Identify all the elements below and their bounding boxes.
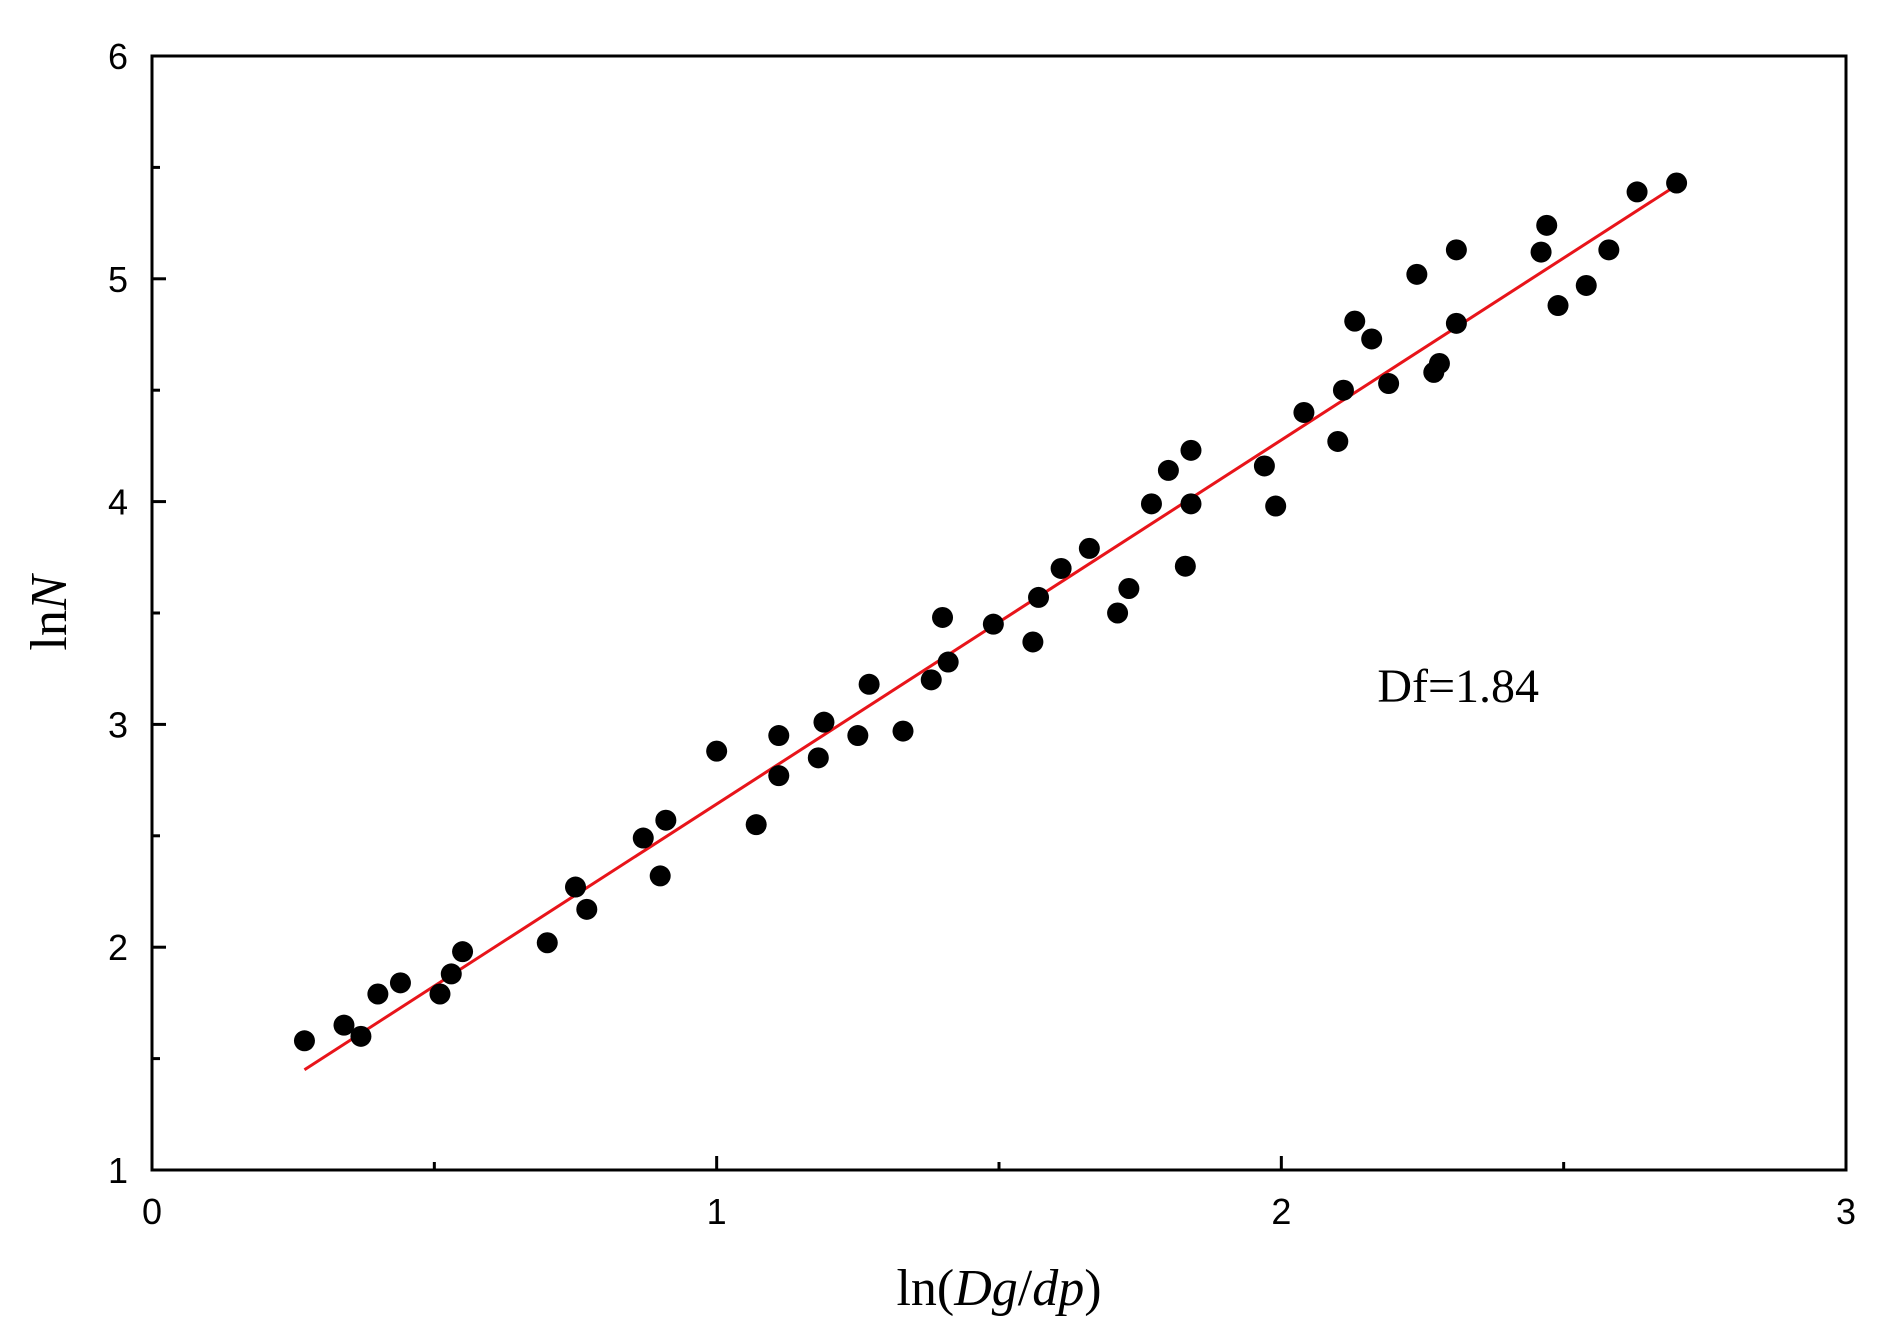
data-point: [1253, 455, 1275, 477]
x-axis-title: ln(Dg/dp): [896, 1260, 1101, 1317]
x-tick-label: 2: [1271, 1191, 1291, 1232]
y-tick-label: 3: [108, 704, 128, 745]
data-point: [1107, 602, 1129, 624]
data-points: [293, 172, 1688, 1052]
data-point: [768, 765, 790, 787]
data-point: [452, 941, 474, 963]
y-tick-label: 1: [108, 1150, 128, 1191]
data-point: [429, 983, 451, 1005]
data-point: [565, 876, 586, 898]
data-point: [333, 1014, 355, 1036]
data-point: [813, 711, 835, 733]
data-point: [706, 740, 728, 762]
y-tick-label: 5: [108, 259, 128, 300]
data-point: [1344, 310, 1366, 332]
data-point: [1293, 401, 1315, 423]
data-point: [655, 809, 677, 831]
data-point: [1332, 379, 1354, 401]
data-point: [1050, 557, 1072, 579]
y-tick-label: 6: [108, 36, 128, 77]
data-point: [1028, 586, 1050, 608]
data-point: [1445, 239, 1467, 261]
data-point: [1265, 495, 1287, 517]
x-axis-title-dg: Dg: [953, 1260, 1018, 1317]
data-point: [937, 651, 959, 673]
data-point: [768, 725, 790, 747]
x-tick-label: 0: [142, 1191, 162, 1232]
data-point: [1140, 493, 1162, 515]
data-point: [1378, 373, 1400, 395]
data-point: [807, 747, 829, 769]
data-point: [1406, 263, 1428, 285]
y-axis-title-n: N: [21, 572, 78, 611]
data-point: [440, 963, 462, 985]
data-point: [1626, 181, 1648, 203]
data-point: [1180, 439, 1202, 461]
x-axis-title-suffix: ): [1084, 1260, 1101, 1317]
data-point: [632, 827, 654, 849]
data-point: [1536, 214, 1558, 236]
data-point: [1180, 493, 1202, 515]
x-axis-title-prefix: ln(: [896, 1260, 954, 1317]
data-point: [932, 606, 954, 628]
annotation-df: Df=1.84: [1377, 660, 1539, 713]
data-point: [350, 1025, 372, 1047]
data-point: [920, 669, 942, 691]
data-point: [892, 720, 914, 742]
data-point: [1118, 577, 1140, 599]
data-point: [1361, 328, 1383, 350]
data-point: [649, 865, 671, 887]
data-point: [1174, 555, 1196, 577]
data-point: [1530, 241, 1552, 263]
data-point: [1022, 631, 1044, 653]
y-tick-label: 2: [108, 927, 128, 968]
labels: Df=1.84 ln(Dg/dp) lnN: [21, 572, 1539, 1317]
data-point: [1666, 172, 1688, 194]
data-point: [293, 1030, 315, 1052]
y-axis-title-prefix: ln: [21, 610, 78, 650]
x-axis-title-slash: /: [1018, 1260, 1033, 1317]
data-point: [1547, 295, 1569, 317]
x-tick-label: 1: [707, 1191, 727, 1232]
data-point: [1445, 312, 1467, 334]
data-point: [1428, 352, 1450, 374]
data-point: [1598, 239, 1620, 261]
data-point: [1327, 430, 1349, 452]
y-tick-label: 4: [108, 482, 128, 523]
data-point: [745, 814, 767, 836]
data-point: [536, 932, 558, 954]
data-point: [367, 983, 389, 1005]
data-point: [858, 673, 880, 695]
data-point: [1157, 459, 1179, 481]
y-axis-title: lnN: [21, 572, 78, 650]
data-point: [389, 972, 411, 994]
data-point: [1078, 537, 1100, 559]
data-point: [1575, 274, 1597, 296]
data-point: [576, 898, 598, 920]
data-point: [847, 725, 869, 747]
data-point: [982, 613, 1004, 635]
x-tick-label: 3: [1836, 1191, 1856, 1232]
x-axis-title-dp: dp: [1032, 1260, 1084, 1317]
